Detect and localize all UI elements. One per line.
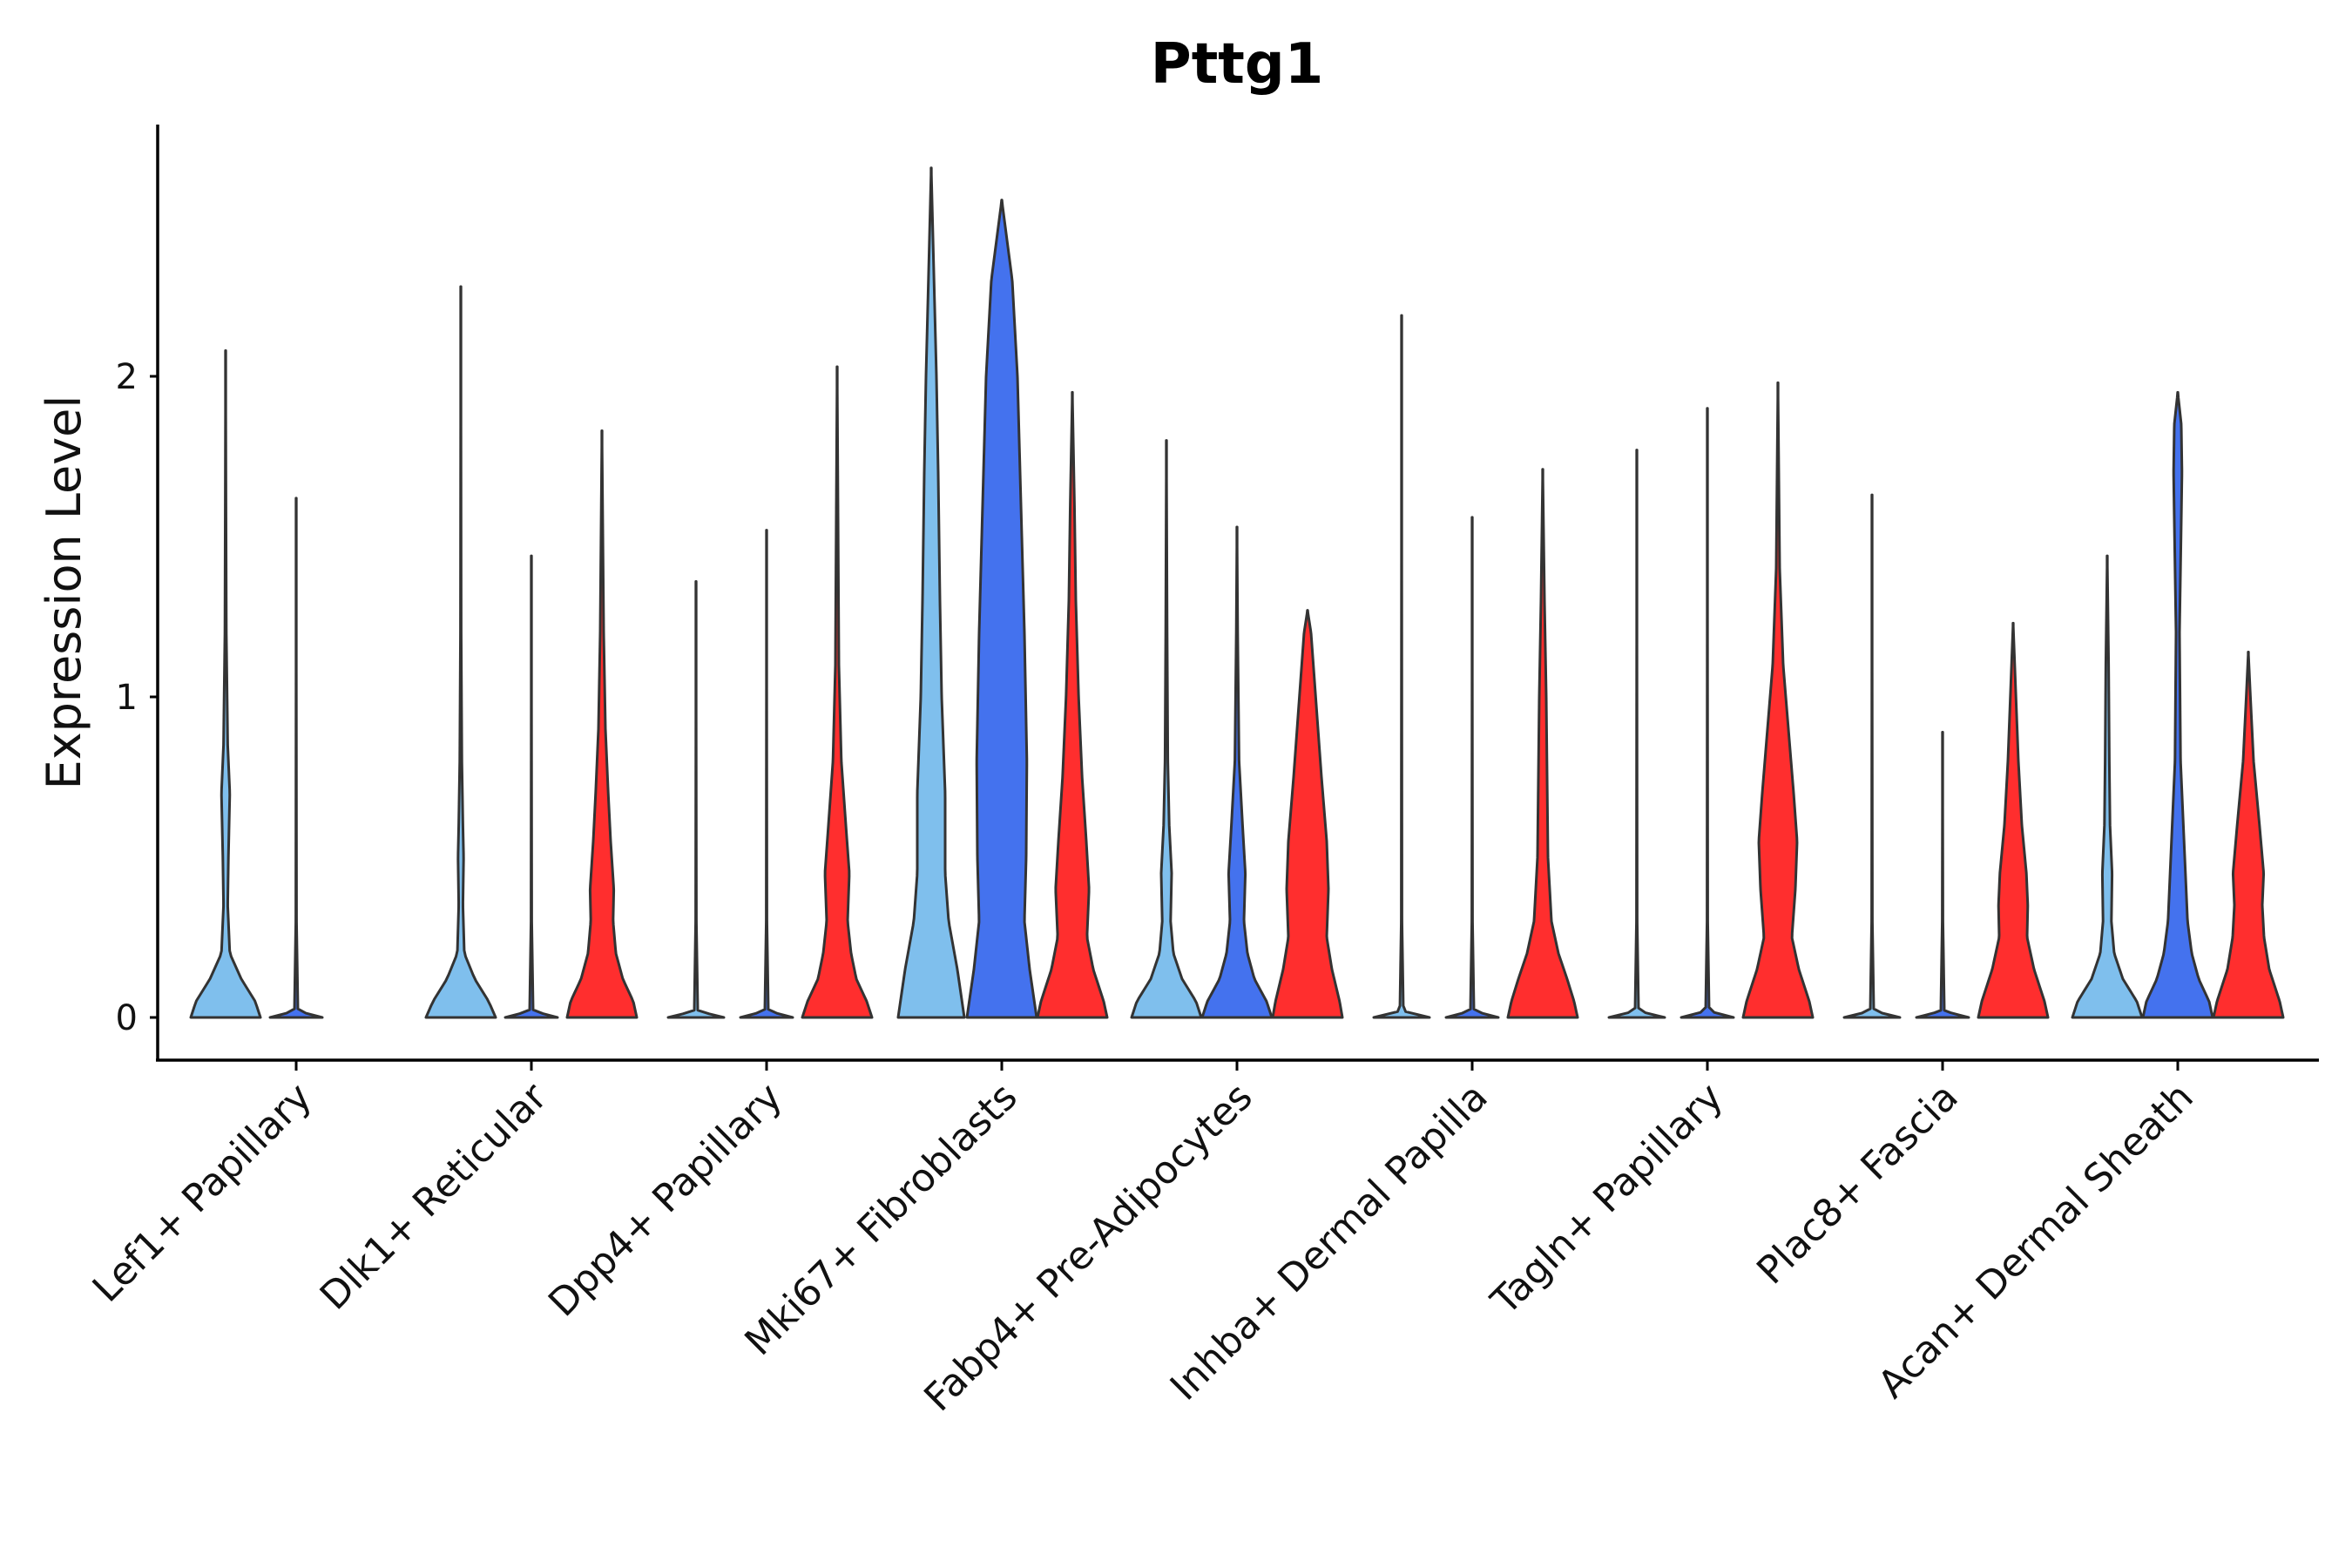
violin-layer (189, 166, 2285, 1019)
violin-2-cat-8 (1915, 730, 1970, 1019)
violin-3-cat-3 (801, 365, 874, 1019)
violin-3-cat-9 (2212, 650, 2285, 1019)
y-tick-label: 0 (116, 998, 138, 1038)
violin-3-cat-4 (1036, 390, 1109, 1019)
chart-title: Pttg1 (1151, 32, 1323, 97)
violin-1-cat-6 (1372, 314, 1431, 1019)
violin-3-cat-7 (1741, 381, 1815, 1019)
violin-1-cat-9 (2071, 554, 2144, 1019)
violin-2-cat-5 (1200, 525, 1274, 1019)
y-axis-title: Expression Level (37, 395, 91, 790)
x-tick-label: Plac8+ Fascia (1748, 1075, 1967, 1294)
violin-1-cat-1 (189, 349, 262, 1019)
y-tick-label: 2 (116, 357, 138, 397)
violin-1-cat-8 (1842, 493, 1902, 1019)
y-ticks: 0 1 2 (116, 357, 158, 1038)
violin-3-cat-6 (1506, 468, 1579, 1019)
violin-2-cat-1 (268, 497, 324, 1019)
y-tick-label: 1 (116, 678, 138, 718)
violin-2-cat-4 (965, 199, 1038, 1019)
violin-3-cat-5 (1271, 609, 1344, 1019)
violin-2-cat-9 (2141, 390, 2214, 1019)
violin-1-cat-4 (896, 166, 966, 1019)
violin-2-cat-2 (504, 554, 559, 1019)
x-tick-label: Dpp4+ Papillary (540, 1075, 791, 1326)
violin-2-cat-7 (1680, 407, 1735, 1019)
violin-2-cat-6 (1444, 516, 1500, 1019)
x-tick-label: Tagln+ Papillary (1483, 1075, 1732, 1324)
x-tick-label: Lef1+ Papillary (84, 1075, 321, 1311)
violin-2-cat-3 (739, 529, 794, 1019)
violin-1-cat-2 (424, 285, 497, 1019)
violin-1-cat-7 (1607, 449, 1666, 1019)
x-tick-label: Dlk1+ Reticular (312, 1074, 557, 1319)
violin-1-cat-3 (666, 580, 726, 1019)
violin-3-cat-2 (565, 429, 639, 1019)
violin-3-cat-8 (1977, 621, 2050, 1019)
violin-1-cat-5 (1130, 439, 1203, 1019)
